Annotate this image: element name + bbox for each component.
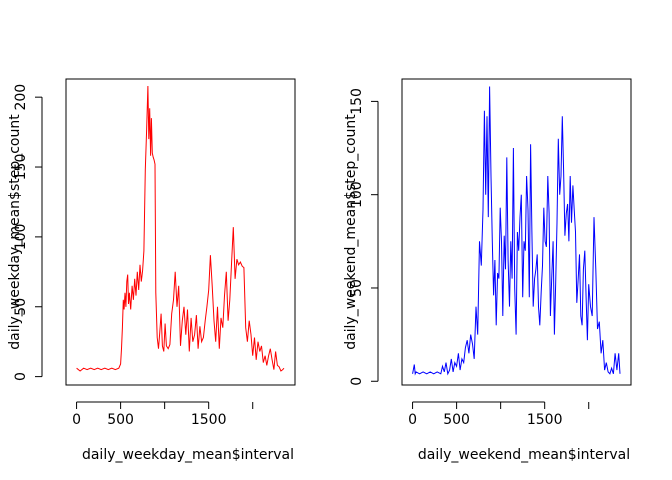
weekend-x-axis: 0 500 1500 <box>408 401 590 428</box>
weekend-series-line <box>412 86 621 376</box>
weekend-x-tick-label: 1500 <box>527 412 563 428</box>
weekday-panel: 0 500 1500 0 50 100 150 200 daily_weekday_mean… <box>7 78 296 463</box>
weekend-x-axis-title: daily_weekend_mean$interval <box>418 447 630 463</box>
weekend-y-tick-label: 100 <box>349 181 365 208</box>
weekend-y-axis-title: daily_weekend_mean$step_count <box>343 114 359 350</box>
weekend-y-tick-label: 0 <box>349 377 365 386</box>
weekend-panel: 0 500 1500 0 50 100 150 daily_weekend_mean$in… <box>343 78 632 463</box>
weekday-x-tick-label: 500 <box>107 412 134 428</box>
weekday-x-tick-label: 1500 <box>191 412 227 428</box>
weekend-plot-box <box>401 78 632 386</box>
weekday-y-tick-label: 0 <box>13 372 29 381</box>
weekend-x-tick-label: 0 <box>408 412 417 428</box>
weekday-y-axis: 0 50 100 150 200 <box>13 84 43 381</box>
weekend-x-tick-label: 500 <box>443 412 470 428</box>
weekday-plot-box <box>65 78 296 386</box>
weekday-x-axis: 0 500 1500 <box>72 401 254 428</box>
weekday-y-axis-title: daily_weekday_mean$step_count <box>7 114 23 350</box>
weekend-y-tick-label: 50 <box>349 279 365 297</box>
weekday-series-line <box>76 85 285 372</box>
weekday-y-tick-label: 200 <box>13 84 29 111</box>
weekday-y-tick-label: 50 <box>13 298 29 316</box>
weekend-y-tick-label: 150 <box>349 88 365 115</box>
weekday-x-axis-title: daily_weekday_mean$interval <box>82 447 294 463</box>
weekday-y-tick-label: 150 <box>13 154 29 181</box>
weekend-y-axis: 0 50 100 150 <box>349 88 379 386</box>
weekday-y-tick-label: 100 <box>13 224 29 251</box>
weekday-x-tick-label: 0 <box>72 412 81 428</box>
